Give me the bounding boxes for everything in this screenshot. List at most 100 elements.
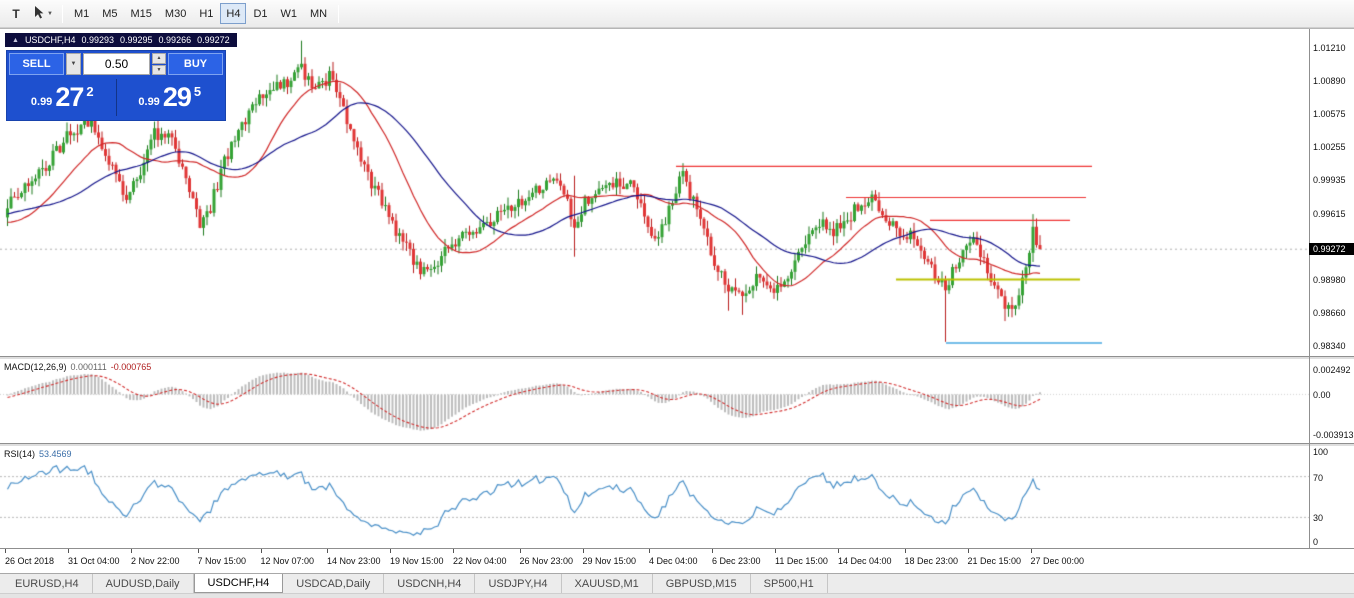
time-axis-label: 26 Oct 2018 bbox=[5, 556, 55, 566]
time-axis-label: 14 Dec 04:00 bbox=[838, 556, 892, 566]
time-axis-tick bbox=[1030, 549, 1032, 553]
bar-open: 0.99293 bbox=[81, 35, 114, 45]
time-axis-label: 29 Nov 15:00 bbox=[582, 556, 637, 566]
lot-dropdown-button[interactable]: ▼ bbox=[66, 53, 81, 75]
buy-button[interactable]: BUY bbox=[168, 53, 223, 75]
sell-button[interactable]: SELL bbox=[9, 53, 64, 75]
time-axis-label: 2 Nov 22:00 bbox=[131, 556, 180, 566]
time-axis-label: 22 Nov 04:00 bbox=[453, 556, 507, 566]
time-axis-label: 12 Nov 07:00 bbox=[260, 556, 315, 566]
top-toolbar: T ▼ M1 M5 M15 M30 H1 H4 D1 W1 MN bbox=[0, 0, 1354, 28]
tab-gbpusd-m15[interactable]: GBPUSD,M15 bbox=[653, 574, 751, 593]
time-axis-tick bbox=[838, 549, 839, 553]
price-divider bbox=[115, 79, 117, 116]
cursor-icon bbox=[33, 5, 45, 22]
tab-usdchf-h4[interactable]: USDCHF,H4 bbox=[193, 574, 284, 593]
time-axis-tick bbox=[775, 549, 776, 553]
tab-sp500-h1[interactable]: SP500,H1 bbox=[751, 574, 828, 593]
rsi-indicator-label: RSI(14) 53.4569 bbox=[4, 449, 72, 459]
buy-price-sup: 5 bbox=[193, 83, 202, 99]
price-axis-label: 1.00890 bbox=[1313, 76, 1346, 87]
chart-symbol: USDCHF,H4 bbox=[24, 35, 76, 45]
time-axis-tick bbox=[260, 549, 262, 553]
timeframe-d1-button[interactable]: D1 bbox=[253, 7, 268, 20]
rsi-canvas[interactable] bbox=[0, 446, 1309, 548]
macd-indicator-label: MACD(12,26,9) 0.000111 -0.000765 bbox=[4, 362, 151, 372]
drawing-tools-button[interactable]: ▼ bbox=[29, 3, 57, 24]
panel-divider[interactable] bbox=[0, 356, 1354, 359]
macd-axis-label: 0.002492 bbox=[1313, 365, 1351, 376]
dropdown-arrow-icon: ▼ bbox=[70, 61, 77, 67]
price-axis-label: 1.00575 bbox=[1313, 108, 1346, 119]
timeframe-m15-button[interactable]: M15 bbox=[130, 7, 152, 20]
time-axis-label: 6 Dec 23:00 bbox=[712, 556, 761, 566]
lot-increase-button[interactable]: ▲ bbox=[152, 53, 166, 64]
time-axis-tick bbox=[197, 549, 199, 553]
up-triangle-icon: ▲ bbox=[12, 36, 19, 44]
lot-stepper: ▲ ▼ bbox=[152, 53, 166, 75]
tab-xauusd-m1[interactable]: XAUUSD,M1 bbox=[562, 574, 653, 593]
timeframe-mn-button[interactable]: MN bbox=[310, 7, 328, 20]
buy-price-big: 29 bbox=[162, 82, 192, 112]
spinner-up-icon: ▲ bbox=[156, 55, 162, 62]
time-axis-label: 21 Dec 15:00 bbox=[967, 556, 1022, 566]
lot-size-input[interactable] bbox=[83, 53, 150, 75]
buy-price-base: 0.99 bbox=[138, 95, 160, 108]
timeframe-m5-button[interactable]: M5 bbox=[102, 7, 118, 20]
chart-area: ▲ USDCHF,H4 0.99293 0.99295 0.99266 0.99… bbox=[0, 28, 1354, 574]
time-axis-tick bbox=[5, 549, 6, 553]
price-axis-label: 1.00255 bbox=[1313, 142, 1346, 153]
bar-close: 0.99272 bbox=[197, 35, 230, 45]
price-axis-label: 1.01210 bbox=[1313, 42, 1346, 53]
tab-usdcnh-h4[interactable]: USDCNH,H4 bbox=[384, 574, 476, 593]
chart-ohlc-header: ▲ USDCHF,H4 0.99293 0.99295 0.99266 0.99… bbox=[5, 33, 237, 47]
tab-usdcad-daily[interactable]: USDCAD,Daily bbox=[283, 574, 385, 593]
buy-price-display[interactable]: 0.99 29 5 bbox=[117, 77, 224, 118]
price-axis-label: 0.98340 bbox=[1313, 341, 1346, 351]
time-axis-label: 4 Dec 04:00 bbox=[649, 556, 698, 566]
timeframe-w1-button[interactable]: W1 bbox=[280, 7, 298, 20]
time-axis-tick bbox=[712, 549, 713, 553]
rsi-axis-label: 30 bbox=[1313, 513, 1324, 524]
time-axis-label: 14 Nov 23:00 bbox=[327, 556, 381, 566]
text-tool-icon: T bbox=[12, 6, 20, 21]
bar-low: 0.99266 bbox=[158, 35, 192, 45]
tab-eurusd-h4[interactable]: EURUSD,H4 bbox=[2, 574, 93, 593]
time-axis-tick bbox=[967, 549, 969, 553]
tab-audusd-daily[interactable]: AUDUSD,Daily bbox=[93, 574, 194, 593]
sell-price-display[interactable]: 0.99 27 2 bbox=[9, 77, 116, 118]
horizontal-scrollbar[interactable] bbox=[0, 593, 1354, 598]
lot-decrease-button[interactable]: ▼ bbox=[152, 64, 166, 75]
price-axis[interactable]: 1.01210 1.00890 1.00575 1.00255 0.99935 0.996… bbox=[1309, 29, 1354, 574]
price-axis-label: 0.99615 bbox=[1313, 208, 1346, 219]
timeframe-h4-button[interactable]: H4 bbox=[220, 3, 247, 24]
rsi-axis-label: 70 bbox=[1313, 472, 1324, 483]
spinner-down-icon: ▼ bbox=[156, 66, 162, 73]
tab-usdjpy-h4[interactable]: USDJPY,H4 bbox=[475, 574, 562, 593]
time-axis-label: 26 Nov 23:00 bbox=[519, 556, 574, 566]
time-axis-label: 31 Oct 04:00 bbox=[68, 556, 120, 566]
timeframe-m30-button[interactable]: M30 bbox=[164, 7, 187, 20]
chart-tabs-bar: EURUSD,H4 AUDUSD,Daily USDCHF,H4 USDCAD,… bbox=[0, 573, 1354, 593]
time-axis-tick bbox=[519, 549, 521, 553]
text-tool-button[interactable]: T bbox=[4, 3, 28, 24]
time-axis-label: 19 Nov 15:00 bbox=[390, 556, 444, 566]
timeframe-h1-button[interactable]: H1 bbox=[199, 7, 214, 20]
macd-axis-label: 0.00 bbox=[1313, 390, 1331, 401]
macd-canvas[interactable] bbox=[0, 359, 1309, 443]
rsi-name: RSI(14) bbox=[4, 449, 36, 459]
time-axis-tick bbox=[649, 549, 650, 553]
timeframe-m1-button[interactable]: M1 bbox=[73, 7, 90, 20]
toolbar-separator bbox=[338, 4, 340, 23]
time-axis-tick bbox=[582, 549, 584, 553]
time-axis-tick bbox=[131, 549, 132, 553]
panel-divider[interactable] bbox=[0, 443, 1354, 446]
price-axis-border bbox=[1309, 29, 1310, 548]
time-axis-tick bbox=[453, 549, 454, 553]
time-axis[interactable]: 26 Oct 2018 31 Oct 04:00 2 Nov 22:00 7 Nov … bbox=[0, 548, 1354, 574]
time-axis-tick bbox=[327, 549, 328, 553]
sell-price-sup: 2 bbox=[86, 83, 94, 99]
rsi-axis-label: 100 bbox=[1313, 447, 1329, 457]
time-axis-label: 27 Dec 00:00 bbox=[1030, 556, 1085, 566]
time-axis-tick bbox=[390, 549, 391, 553]
